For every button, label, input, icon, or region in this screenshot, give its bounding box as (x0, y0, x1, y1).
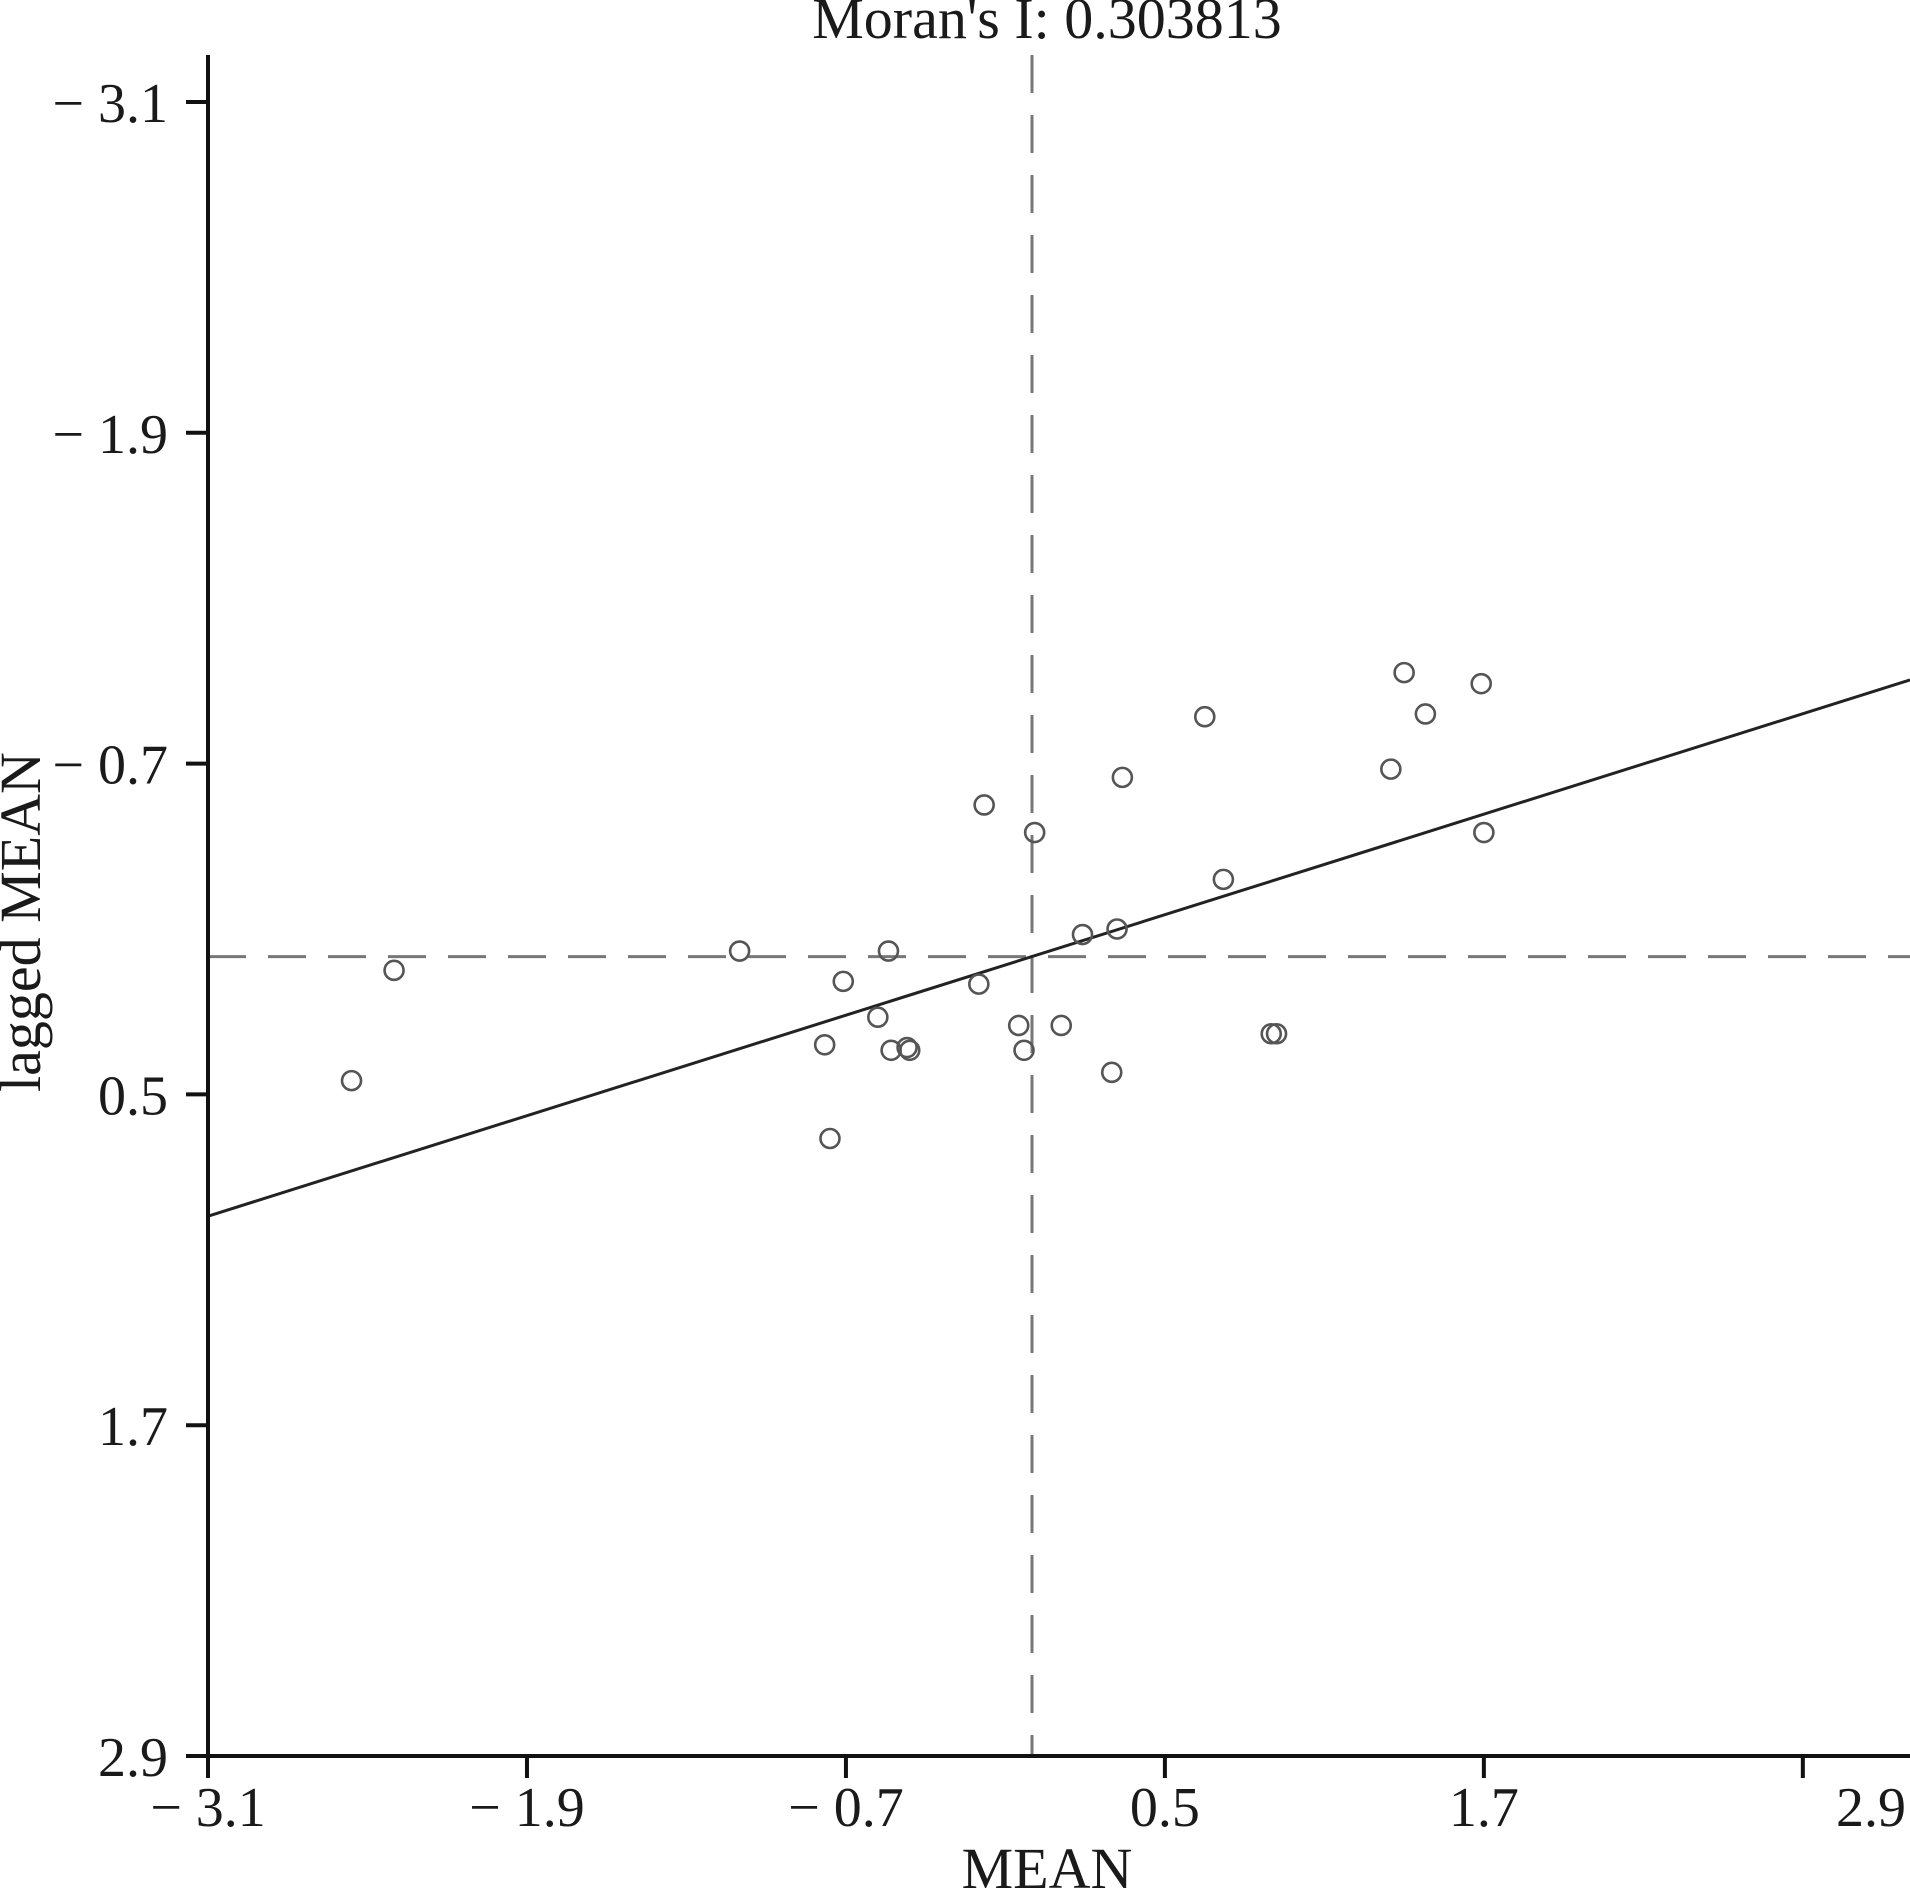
data-point (1023, 821, 1046, 844)
y-tick-label: 1.7 (98, 1396, 168, 1458)
x-tick-label: − 3.1 (150, 1777, 266, 1839)
x-tick-label: − 0.7 (788, 1777, 904, 1839)
data-point (819, 1127, 841, 1150)
x-tick-label: 2.9 (1836, 1777, 1906, 1839)
data-point (867, 1006, 889, 1029)
data-point (1265, 1022, 1288, 1045)
x-axis-title: MEAN (962, 1836, 1133, 1891)
y-tick-label: 0.5 (98, 1065, 168, 1127)
data-point (1071, 923, 1094, 946)
reference-lines (208, 55, 1910, 1756)
data-point (1111, 766, 1134, 789)
y-axis-title: lagged MEAN (0, 752, 53, 1092)
data-point (1193, 705, 1216, 728)
y-axis-ticks: − 3.1 − 1.9 − 0.7 0.5 1.7 2.9 (52, 73, 208, 1789)
data-point (832, 970, 855, 993)
data-point (1212, 868, 1235, 891)
y-tick-label: − 1.9 (52, 404, 168, 466)
data-point (1100, 1061, 1123, 1084)
data-point (340, 1069, 363, 1092)
y-tick-label: − 3.1 (52, 73, 168, 135)
data-point (896, 1036, 918, 1059)
x-tick-label: 1.7 (1449, 1777, 1519, 1839)
data-point (1393, 661, 1415, 684)
data-point (1473, 821, 1495, 844)
scatter-points (340, 661, 1495, 1150)
regression-line (208, 678, 1910, 1218)
data-point (973, 794, 995, 816)
x-axis-ticks: − 3.1 − 1.9 − 0.7 0.5 1.7 2.9 (150, 1756, 1906, 1839)
data-point (1414, 703, 1437, 725)
data-point (1050, 1014, 1073, 1037)
data-point (728, 940, 751, 962)
data-point (1470, 672, 1493, 695)
x-tick-label: 0.5 (1130, 1777, 1200, 1839)
data-point (968, 973, 990, 995)
data-point (877, 940, 900, 962)
y-tick-label: 2.9 (98, 1727, 168, 1789)
data-point (1007, 1014, 1030, 1037)
y-tick-label: − 0.7 (52, 735, 168, 797)
axes (206, 55, 1910, 1758)
chart-title: Moran's I: 0.303813 (812, 0, 1282, 51)
data-point (1013, 1039, 1035, 1062)
x-tick-label: − 1.9 (469, 1777, 585, 1839)
data-point (1106, 918, 1128, 940)
data-point (383, 959, 405, 982)
data-point (813, 1033, 836, 1056)
data-point (898, 1039, 921, 1062)
data-point (1380, 758, 1402, 780)
data-point (1260, 1022, 1283, 1045)
